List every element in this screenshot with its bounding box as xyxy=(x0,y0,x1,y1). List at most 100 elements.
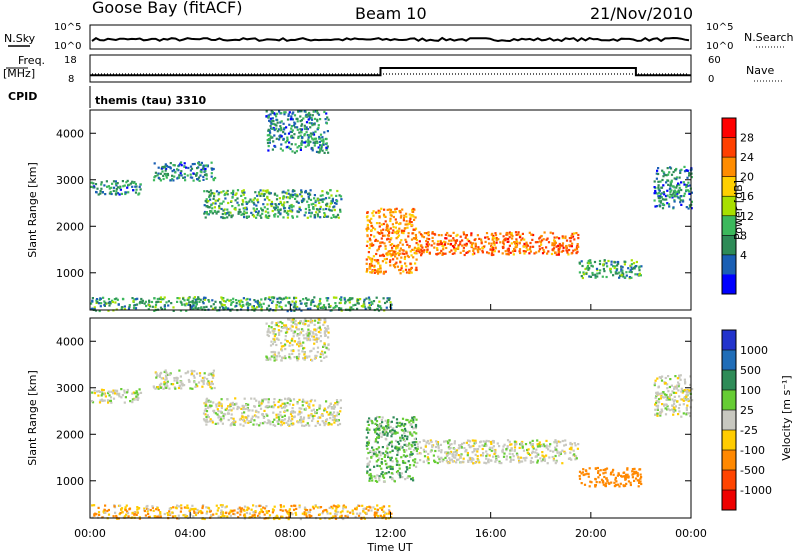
power-mark xyxy=(292,190,294,192)
power-mark xyxy=(616,264,618,266)
velocity-mark xyxy=(220,411,222,413)
power-mark xyxy=(204,297,206,299)
power-mark xyxy=(443,253,445,255)
power-mark xyxy=(239,303,241,305)
power-mark xyxy=(587,265,589,267)
power-mark xyxy=(293,297,295,299)
power-mark xyxy=(412,256,414,258)
power-mark xyxy=(310,199,312,201)
velocity-mark xyxy=(408,442,410,444)
power-mark xyxy=(253,207,255,209)
power-mark xyxy=(551,253,553,255)
power-mark xyxy=(280,201,282,203)
velocity-mark xyxy=(318,319,320,321)
power-mark xyxy=(611,261,613,263)
power-mark xyxy=(371,225,373,227)
power-mark xyxy=(367,235,369,237)
power-mark xyxy=(136,304,138,306)
velocity-mark xyxy=(394,432,396,434)
velocity-mark xyxy=(620,475,622,477)
velocity-mark xyxy=(248,409,250,411)
power-mark xyxy=(279,197,281,199)
power-mark xyxy=(98,302,100,304)
power-mark xyxy=(554,252,556,254)
power-mark xyxy=(300,302,302,304)
power-mark xyxy=(90,186,92,188)
power-mark xyxy=(113,187,115,189)
velocity-mark xyxy=(605,472,607,474)
power-mark xyxy=(279,212,281,214)
velocity-mark xyxy=(324,319,326,321)
power-mark xyxy=(369,247,371,249)
velocity-mark xyxy=(366,457,368,459)
velocity-mark xyxy=(228,419,230,421)
power-mark xyxy=(207,200,209,202)
velocity-mark xyxy=(263,417,265,419)
velocity-mark xyxy=(216,413,218,415)
velocity-mark xyxy=(607,482,609,484)
power-mark xyxy=(383,214,385,216)
velocity-mark xyxy=(205,424,207,426)
power-mark xyxy=(330,194,332,196)
power-mark xyxy=(258,191,260,193)
power-mark xyxy=(301,191,303,193)
power-mark xyxy=(133,307,135,309)
velocity-mark xyxy=(326,411,328,413)
power-mark xyxy=(259,215,261,217)
power-mark xyxy=(274,129,276,131)
velocity-mark xyxy=(275,358,277,360)
velocity-mark xyxy=(234,397,236,399)
power-mark xyxy=(115,193,117,195)
velocity-mark xyxy=(467,452,469,454)
power-mark xyxy=(268,296,270,298)
power-mark xyxy=(667,184,669,186)
power-mark xyxy=(495,247,497,249)
power-mark xyxy=(100,188,102,190)
velocity-mark xyxy=(366,427,368,429)
velocity-mark xyxy=(378,446,380,448)
power-mark xyxy=(437,240,439,242)
velocity-mark xyxy=(216,405,218,407)
power-mark xyxy=(379,225,381,227)
power-mark xyxy=(292,111,294,113)
freq-tick-bottom: 8 xyxy=(68,74,74,85)
velocity-mark xyxy=(537,445,539,447)
power-mark xyxy=(477,249,479,251)
power-mark xyxy=(322,142,324,144)
power-mark xyxy=(573,232,575,234)
velocity-mark xyxy=(536,452,538,454)
velocity-mark xyxy=(387,466,389,468)
velocity-mark xyxy=(191,508,193,510)
velocity-mark xyxy=(256,423,258,425)
power-mark xyxy=(659,197,661,199)
velocity-mark xyxy=(266,323,268,325)
power-mark xyxy=(414,247,416,249)
power-mark xyxy=(416,239,418,241)
power-mark xyxy=(660,202,662,204)
power-mark xyxy=(124,305,126,307)
velocity-mark xyxy=(110,400,112,402)
velocity-mark xyxy=(574,442,576,444)
velocity-mark xyxy=(417,453,419,455)
power-mark xyxy=(131,186,133,188)
power-mark xyxy=(279,125,281,127)
velocity-mark xyxy=(218,415,220,417)
velocity-mark xyxy=(229,404,231,406)
velocity-mark xyxy=(387,432,389,434)
power-mark xyxy=(279,209,281,211)
velocity-mark xyxy=(202,505,204,507)
power-mark xyxy=(220,191,222,193)
power-mark xyxy=(659,205,661,207)
power-mark xyxy=(620,265,622,267)
power-mark xyxy=(221,298,223,300)
power-mark xyxy=(505,250,507,252)
velocity-mark xyxy=(301,425,303,427)
velocity-mark xyxy=(626,469,628,471)
power-mark xyxy=(99,297,101,299)
power-mark xyxy=(226,212,228,214)
velocity-mark xyxy=(180,375,182,377)
power-mark xyxy=(304,125,306,127)
velocity-mark xyxy=(275,344,277,346)
power-mark xyxy=(367,211,369,213)
power-mark xyxy=(165,174,167,176)
